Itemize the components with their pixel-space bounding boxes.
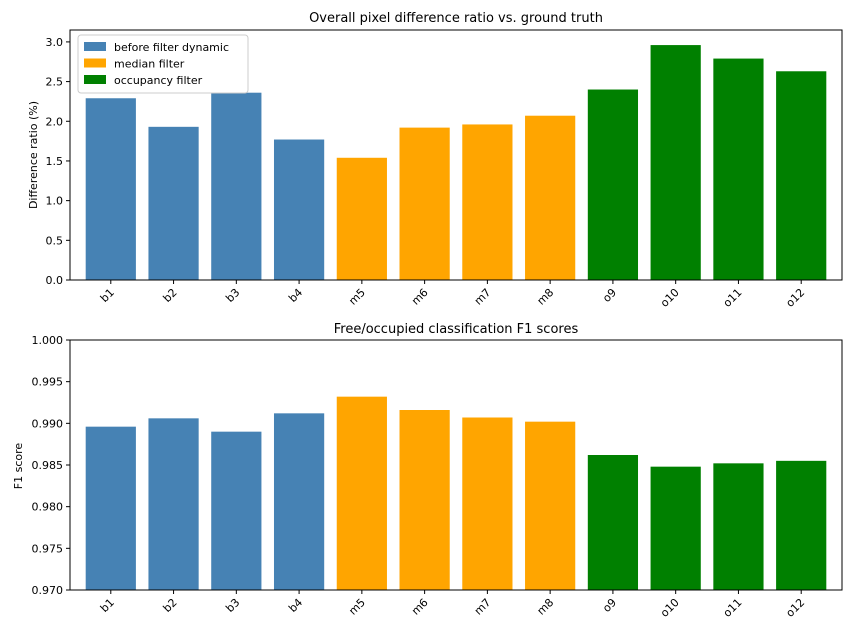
bar-b2 xyxy=(148,126,199,280)
x-tick-label: m8 xyxy=(535,596,557,618)
x-tick-label: b4 xyxy=(286,286,305,305)
x-tick-label: b2 xyxy=(161,596,180,615)
y-tick-label: 1.0 xyxy=(46,195,64,208)
chart-title: Overall pixel difference ratio vs. groun… xyxy=(309,11,603,26)
plot-frame xyxy=(69,339,843,591)
bar-m8 xyxy=(525,421,576,590)
x-tick-label: o10 xyxy=(658,596,682,620)
x-axis-ticks: b1 b2 b3 b4 m5 m6 m7 m8 o9 o10 o11 o12 xyxy=(98,280,807,310)
bar-b2 xyxy=(148,418,199,590)
y-tick-label: 0.0 xyxy=(46,274,64,287)
x-tick-label: m5 xyxy=(346,286,368,308)
bar-m6 xyxy=(399,127,450,280)
legend: before filter dynamic median filter occupa… xyxy=(77,34,249,94)
y-tick-label: 1.000 xyxy=(32,334,64,347)
bar-m6 xyxy=(399,410,450,590)
y-tick-label: 2.5 xyxy=(46,76,64,89)
bar-b4 xyxy=(273,413,325,590)
x-tick-label: b1 xyxy=(98,596,117,615)
legend-swatch-median xyxy=(84,58,106,68)
f1-score-chart: Free/occupied classification F1 scores F… xyxy=(12,322,843,620)
bar-b1 xyxy=(85,426,136,590)
x-axis-ticks: b1 b2 b3 b4 m5 m6 m7 m8 o9 o10 o11 o12 xyxy=(98,590,807,620)
y-axis-ticks: 0.970 0.975 0.980 0.985 0.990 0.995 1.000 xyxy=(32,334,70,597)
y-tick-label: 0.5 xyxy=(46,234,64,247)
y-tick-label: 0.995 xyxy=(32,376,64,389)
y-tick-label: 3.0 xyxy=(46,36,64,49)
y-tick-label: 0.980 xyxy=(32,501,64,514)
y-axis-ticks: 0.0 0.5 1.0 1.5 2.0 2.5 3.0 xyxy=(46,36,70,287)
bar-b4 xyxy=(273,139,325,280)
x-tick-label: o9 xyxy=(600,286,619,305)
bar-m7 xyxy=(462,417,513,590)
y-tick-label: 2.0 xyxy=(46,115,64,128)
x-tick-label: m6 xyxy=(409,596,431,618)
x-tick-label: o12 xyxy=(783,596,807,620)
bar-o11 xyxy=(713,463,764,590)
bar-m7 xyxy=(462,124,513,280)
bar-b3 xyxy=(211,92,262,280)
y-tick-label: 0.990 xyxy=(32,417,64,430)
bar-o9 xyxy=(587,455,639,590)
y-axis-label: F1 score xyxy=(12,443,25,490)
x-tick-label: o12 xyxy=(783,286,807,310)
bar-series xyxy=(85,396,827,590)
bar-m5 xyxy=(336,396,387,590)
x-tick-label: b2 xyxy=(161,286,180,305)
bar-o10 xyxy=(650,466,701,590)
bar-o12 xyxy=(776,71,827,281)
y-axis-label: Difference ratio (%) xyxy=(27,101,40,209)
x-tick-label: m8 xyxy=(535,286,557,308)
legend-label-before: before filter dynamic xyxy=(114,41,229,54)
chart-title: Free/occupied classification F1 scores xyxy=(334,322,579,337)
x-tick-label: o11 xyxy=(721,286,745,310)
bar-o10 xyxy=(650,45,701,281)
x-tick-label: o11 xyxy=(721,596,745,620)
y-tick-label: 0.970 xyxy=(32,584,64,597)
bar-o11 xyxy=(713,58,764,281)
y-tick-label: 0.975 xyxy=(32,542,64,555)
x-tick-label: m7 xyxy=(472,286,494,308)
legend-label-median: median filter xyxy=(114,58,185,71)
x-tick-label: b4 xyxy=(286,596,305,615)
x-tick-label: m7 xyxy=(472,596,494,618)
legend-box xyxy=(77,34,249,94)
plot-frame xyxy=(69,29,843,281)
bar-b1 xyxy=(85,98,136,280)
bar-series xyxy=(85,45,827,281)
y-tick-label: 1.5 xyxy=(46,155,64,168)
x-tick-label: b1 xyxy=(98,286,117,305)
x-tick-label: m5 xyxy=(346,596,368,618)
x-tick-label: o10 xyxy=(658,286,682,310)
x-tick-label: o9 xyxy=(600,596,619,615)
bar-m8 xyxy=(525,115,576,280)
difference-ratio-chart: Overall pixel difference ratio vs. groun… xyxy=(27,11,843,310)
legend-swatch-before xyxy=(84,42,106,51)
bar-b3 xyxy=(211,431,262,590)
legend-label-occupancy: occupancy filter xyxy=(114,74,203,87)
x-tick-label: b3 xyxy=(223,286,242,305)
bar-o12 xyxy=(776,460,827,590)
bar-m5 xyxy=(336,157,387,280)
legend-swatch-occupancy xyxy=(84,75,106,84)
y-tick-label: 0.985 xyxy=(32,459,64,472)
x-tick-label: m6 xyxy=(409,286,431,308)
bar-o9 xyxy=(587,89,639,281)
x-tick-label: b3 xyxy=(223,596,242,615)
